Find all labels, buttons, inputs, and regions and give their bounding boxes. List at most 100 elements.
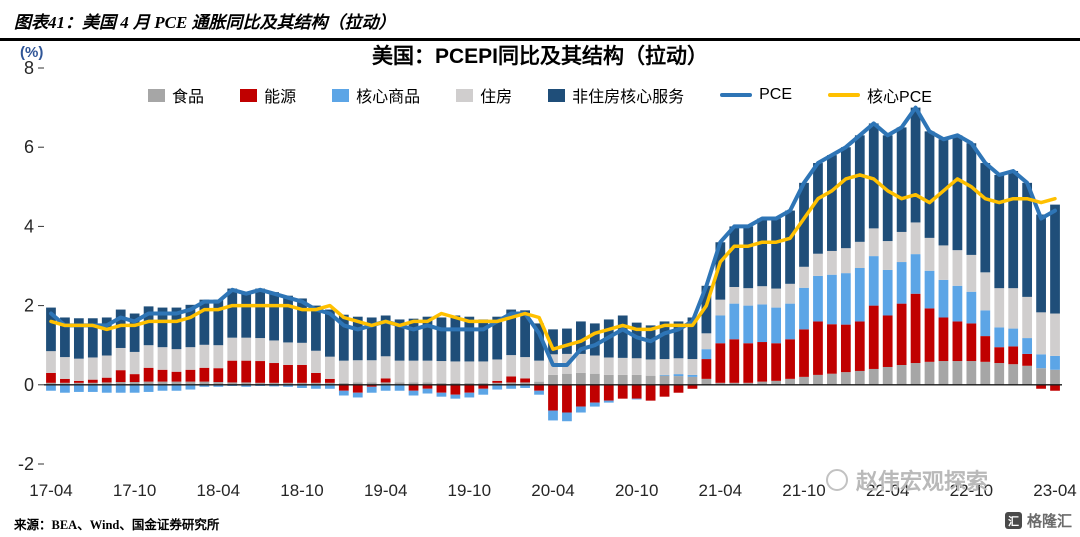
bar-segment-food <box>757 381 768 385</box>
bar-segment-food <box>73 382 84 385</box>
bar-segment-energy <box>994 347 1005 364</box>
bar-segment-housing <box>520 357 530 379</box>
bar-segment-housing <box>297 342 307 365</box>
bar-segment-core-goods <box>868 256 879 306</box>
line-core-pce <box>49 173 1057 351</box>
bar-segment-core-services-ex-housing <box>827 155 837 251</box>
legend-label-core-goods: 核心商品 <box>356 89 421 106</box>
bar-segment-core-goods <box>46 384 56 391</box>
bar-segment-food <box>715 382 726 385</box>
bar-segment-energy <box>46 372 56 383</box>
bar-segment-energy <box>673 384 684 393</box>
bar-segment-housing <box>966 254 977 292</box>
bar-segment-energy <box>924 308 935 362</box>
bar-segment-housing <box>924 237 935 271</box>
bar-segment-core-goods <box>325 384 335 389</box>
bar-segment-housing <box>352 360 363 383</box>
gelonghui-logo: 汇 格隆汇 <box>1004 510 1072 531</box>
bar-segment-food <box>589 373 600 385</box>
bar-segment-housing <box>1008 288 1019 329</box>
bar-segment-core-goods <box>338 390 349 396</box>
bar-segment-energy <box>422 384 433 389</box>
bar-segment-housing <box>394 360 405 383</box>
bar-segment-energy <box>1050 384 1060 391</box>
bar-segment-housing <box>87 357 98 380</box>
bar-segment-core-goods <box>297 384 307 388</box>
bar-segment-housing <box>60 357 70 379</box>
x-tick-label: 19-04 <box>364 481 407 500</box>
bar-segment-core-goods <box>115 384 126 393</box>
bar-segment-core-goods <box>980 310 991 337</box>
bar-segment-housing <box>171 349 182 372</box>
bar-segment-energy <box>729 339 740 383</box>
bar-segment-food <box>617 374 628 385</box>
bar-segment-core-goods <box>157 384 168 391</box>
bar-segment-core-services-ex-housing <box>283 295 293 343</box>
bar-segment-energy <box>283 365 293 383</box>
y-tick-label: 6 <box>24 137 34 157</box>
bar-segment-core-goods <box>87 384 98 392</box>
bar-segment-core-goods <box>673 374 684 377</box>
bar-segment-core-goods <box>408 390 419 396</box>
bar-segment-core-goods <box>743 305 754 344</box>
bar-segment-core-goods <box>213 384 224 387</box>
bar-segment-core-services-ex-housing <box>352 316 363 361</box>
bar-segment-core-services-ex-housing <box>269 292 279 341</box>
bar-segment-food <box>60 382 70 385</box>
bar-segment-housing <box>450 361 461 383</box>
bar-segment-core-goods <box>854 267 865 322</box>
bar-segment-housing <box>840 248 851 274</box>
bar-segment-energy <box>73 380 84 383</box>
pce-chart: 8 6 4 2 0 -2 17-04 17-10 18-04 18-10 19-04 19-10 20-… <box>18 58 1077 500</box>
bar-segment-housing <box>338 360 349 383</box>
bar-segment-housing <box>729 286 740 304</box>
bar-segment-food <box>129 382 140 385</box>
bar-segment-energy <box>896 303 907 365</box>
y-tick-label: 8 <box>24 58 34 78</box>
bar-segment-housing <box>506 355 517 377</box>
bar-segment-core-services-ex-housing <box>408 318 419 361</box>
bar-segment-core-services-ex-housing <box>520 310 530 358</box>
bar-segment-housing <box>589 355 600 374</box>
bar-segment-core-goods <box>269 384 279 387</box>
bar-segment-energy <box>87 379 98 383</box>
bar-segment-food <box>464 382 475 385</box>
bar-segment-food <box>729 382 740 385</box>
bar-segment-housing <box>854 241 865 268</box>
bar-segment-energy <box>450 384 461 395</box>
bar-segment-core-services-ex-housing <box>464 316 475 362</box>
bar-segment-core-services-ex-housing <box>129 313 140 352</box>
bar-segment-energy <box>827 324 837 374</box>
bar-segment-food <box>422 382 433 385</box>
bar-segment-food <box>854 370 865 385</box>
bar-segment-housing <box>715 299 726 316</box>
bar-segment-core-goods <box>422 388 433 394</box>
bar-segment-core-goods <box>129 384 140 393</box>
bar-segment-energy <box>868 305 879 369</box>
chart-legend: 食品 能源 核心商品 住房 非住房核心服务 PCE 核心PCE <box>0 83 1080 107</box>
bar-segment-housing <box>422 360 433 383</box>
bar-segment-energy <box>143 367 154 382</box>
bar-segment-housing <box>157 347 168 370</box>
bar-segment-core-goods <box>1036 354 1046 369</box>
bar-segment-food <box>171 381 182 385</box>
bar-segment-core-services-ex-housing <box>366 317 377 361</box>
bar-segment-food <box>548 374 558 385</box>
bar-segment-core-services-ex-housing <box>576 321 586 354</box>
bar-segment-housing <box>1050 313 1060 356</box>
bar-segment-food <box>1022 365 1033 385</box>
bar-segment-food <box>283 382 293 385</box>
bar-segment-food <box>394 382 405 385</box>
bar-segment-food <box>994 363 1005 385</box>
bar-segment-food <box>269 382 279 385</box>
bar-segment-food <box>115 382 126 385</box>
bar-segment-core-services-ex-housing <box>213 299 224 346</box>
bar-segment-food <box>87 382 98 385</box>
bar-segment-energy <box>492 380 503 383</box>
bar-segment-housing <box>227 337 238 361</box>
bar-segment-core-services-ex-housing <box>87 318 98 358</box>
bar-segment-core-goods <box>548 410 558 421</box>
bar-segment-core-goods <box>366 386 377 393</box>
bar-segment-housing <box>645 359 656 376</box>
bar-segment-core-goods <box>715 315 726 344</box>
